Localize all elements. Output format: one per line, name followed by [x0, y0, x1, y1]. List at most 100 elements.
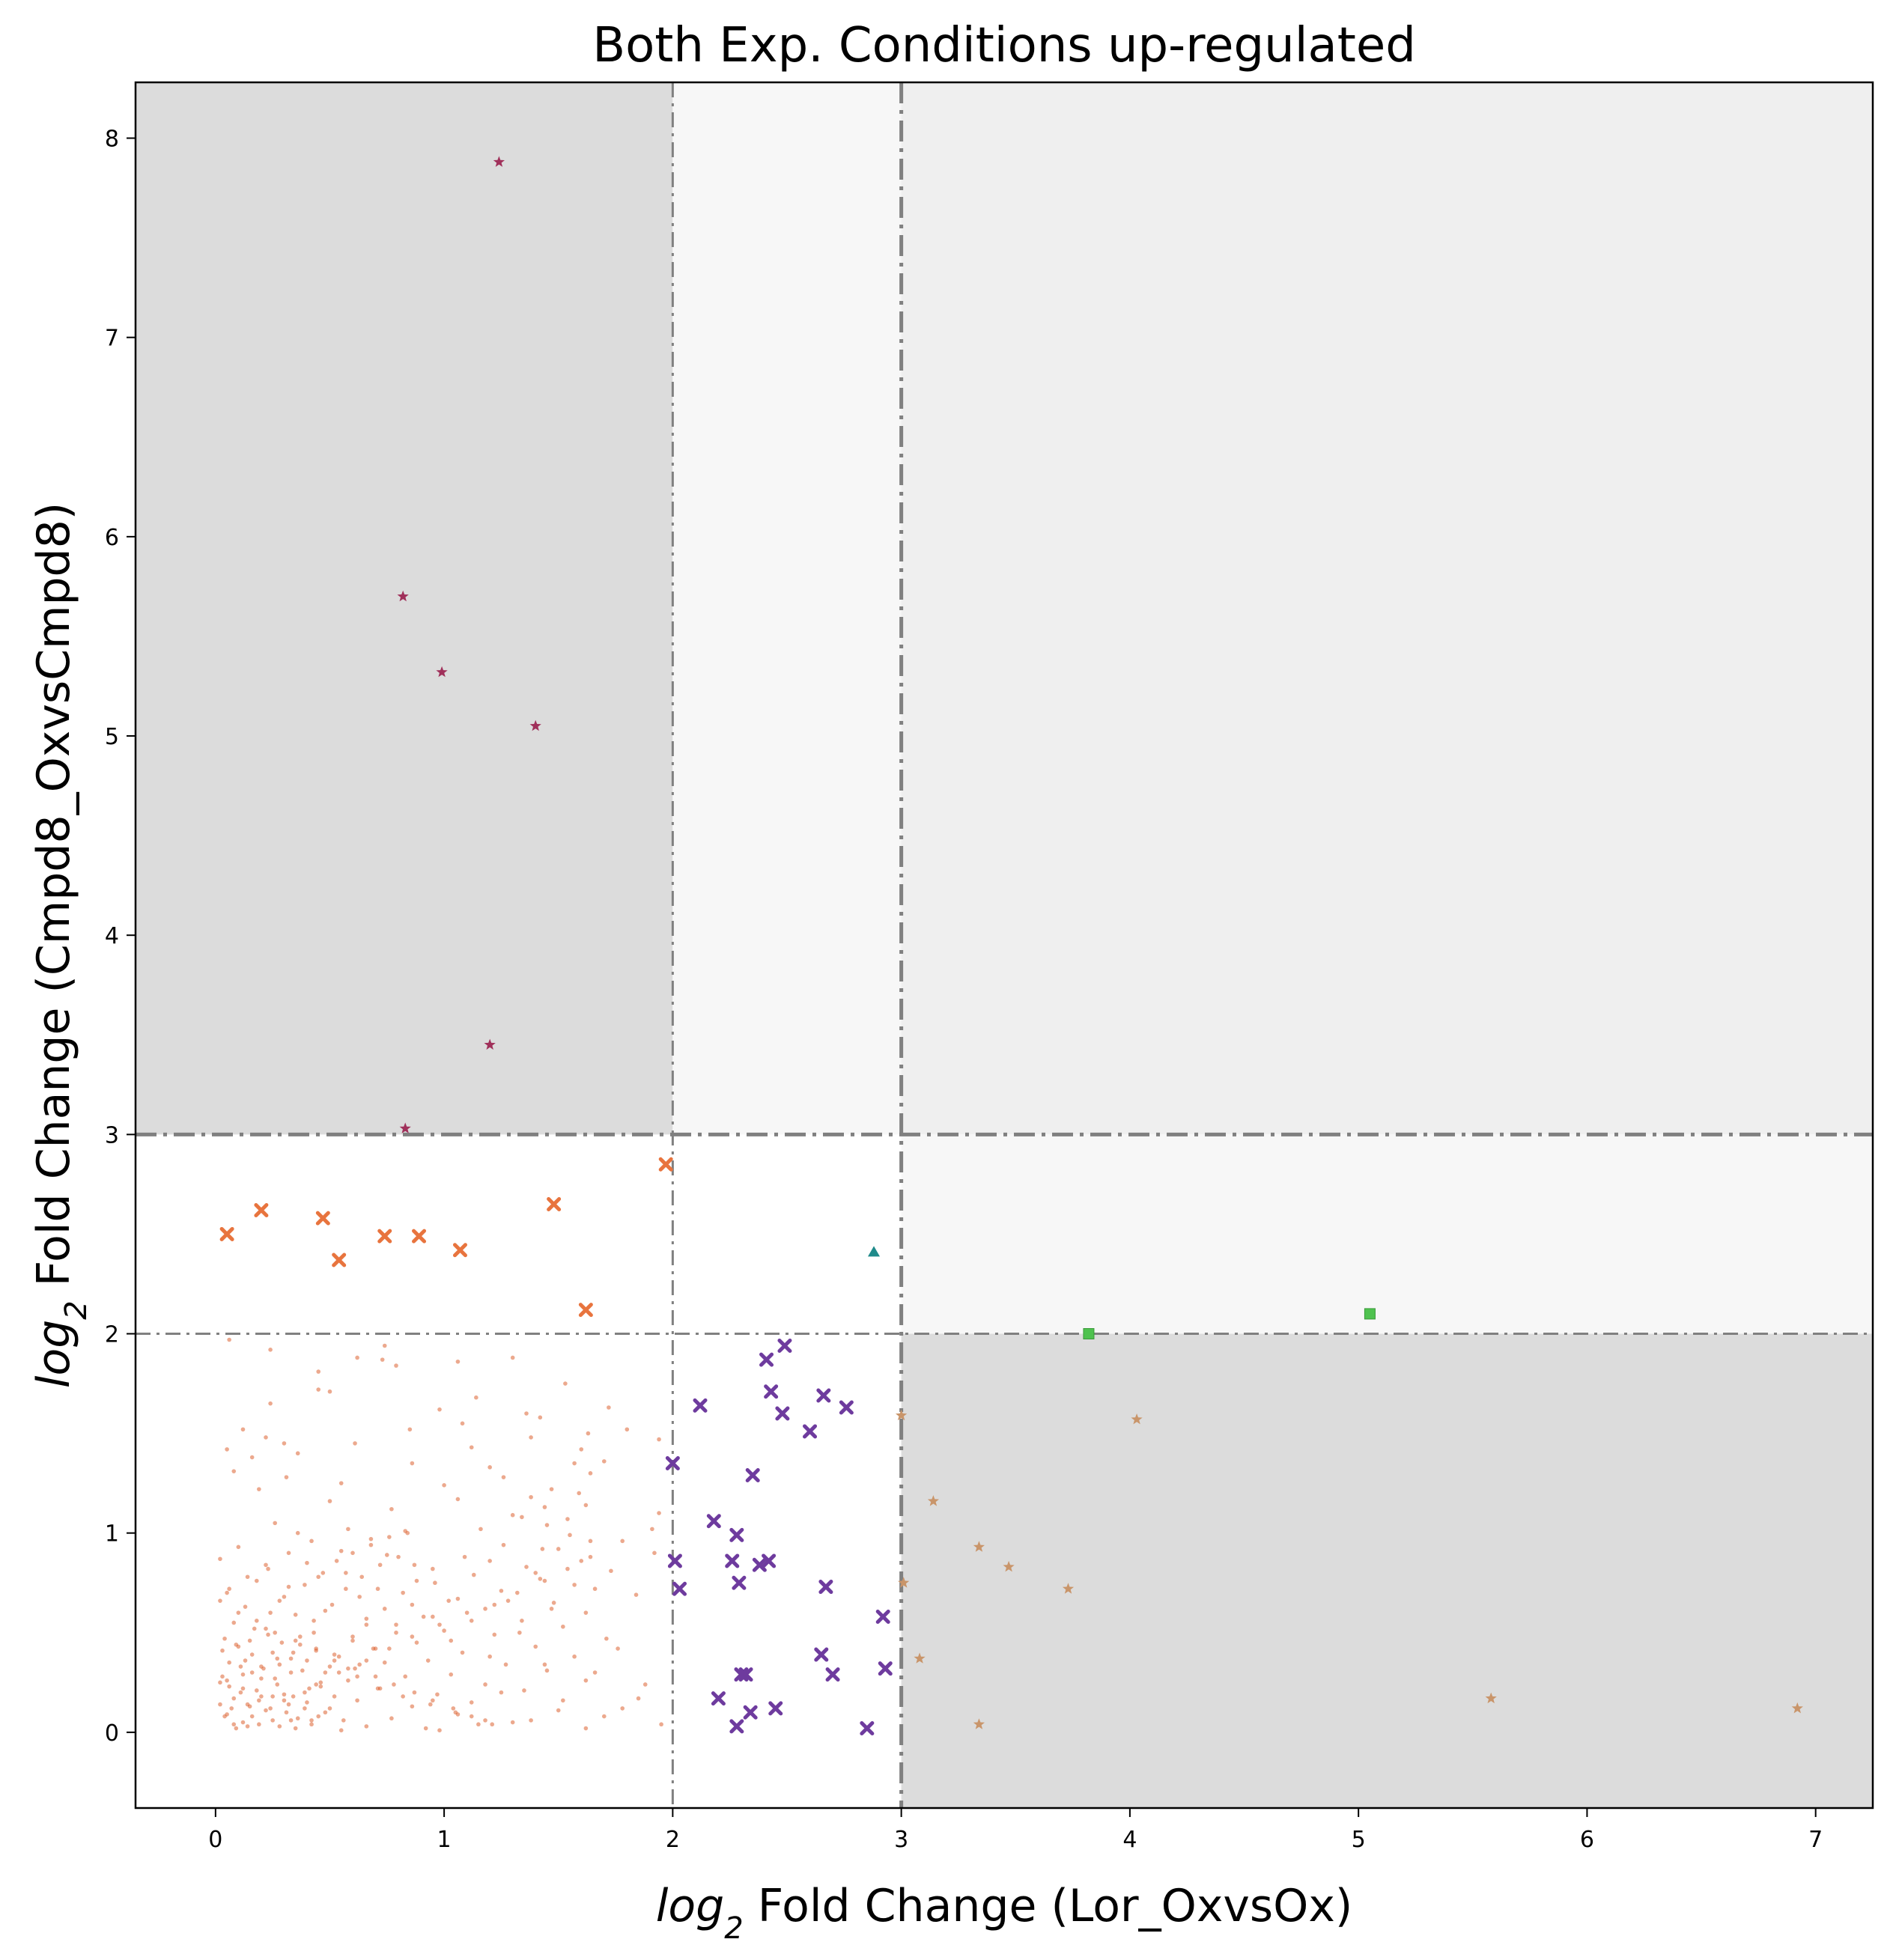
data-point	[350, 1550, 355, 1556]
data-point	[399, 1122, 411, 1133]
x-axis-label-log: log	[656, 1880, 724, 1932]
series-5	[1083, 1308, 1376, 1340]
data-point	[245, 1724, 250, 1729]
data-point	[394, 1622, 398, 1627]
data-point	[387, 1535, 392, 1539]
data-point	[578, 1303, 593, 1318]
data-point	[261, 1666, 266, 1671]
data-point	[657, 1511, 661, 1515]
data-point	[377, 1686, 383, 1691]
data-point	[357, 1595, 362, 1599]
data-point	[268, 1401, 273, 1406]
data-point	[556, 1708, 561, 1713]
data-point	[264, 1435, 268, 1440]
data-point	[286, 1550, 291, 1556]
data-point	[249, 1714, 255, 1719]
data-point	[364, 1622, 369, 1627]
data-point	[487, 1559, 492, 1563]
data-point	[382, 1660, 387, 1665]
data-point	[492, 1632, 497, 1637]
data-point	[483, 1607, 487, 1611]
data-point	[517, 1630, 522, 1635]
data-point	[338, 1548, 344, 1553]
data-point	[625, 1427, 630, 1432]
data-point	[327, 1389, 332, 1394]
data-point	[469, 1714, 474, 1719]
data-point	[392, 1682, 396, 1687]
data-point	[588, 1554, 593, 1559]
data-point	[346, 1666, 350, 1671]
data-point	[227, 1684, 231, 1689]
data-point	[839, 1400, 854, 1415]
data-point	[405, 1530, 410, 1536]
data-point	[394, 1363, 398, 1368]
data-point	[254, 1688, 259, 1693]
data-point	[312, 1619, 316, 1623]
data-point	[410, 1602, 415, 1607]
data-point	[442, 1628, 446, 1633]
data-point	[544, 1523, 550, 1527]
data-point	[431, 1614, 435, 1619]
data-point	[275, 1682, 280, 1687]
data-point	[501, 1542, 506, 1547]
data-point	[350, 1634, 355, 1639]
data-point	[341, 1718, 346, 1723]
data-point	[431, 1566, 435, 1571]
data-point	[314, 1646, 318, 1651]
data-point	[231, 1620, 237, 1625]
data-point	[487, 1654, 492, 1659]
data-point	[234, 1726, 239, 1731]
data-point	[435, 1692, 440, 1697]
data-point	[264, 1708, 268, 1713]
data-point	[238, 1690, 243, 1695]
data-point	[282, 1441, 287, 1446]
data-point	[768, 1701, 783, 1716]
data-point	[218, 1556, 222, 1562]
data-point	[389, 1506, 394, 1512]
y-axis-label: log2 Fold Change (Cmpd8_OxvsCmpd8)	[28, 502, 94, 1388]
data-point	[227, 1337, 231, 1342]
data-point	[436, 666, 448, 678]
data-point	[327, 1499, 332, 1503]
data-point	[592, 1670, 598, 1675]
data-point	[462, 1554, 467, 1559]
data-point	[818, 1580, 833, 1595]
data-point	[288, 1670, 294, 1675]
data-point	[464, 1610, 470, 1615]
data-point	[249, 1652, 255, 1657]
data-point	[247, 1704, 252, 1709]
data-point	[579, 1559, 584, 1563]
data-point	[1131, 1413, 1143, 1425]
data-point	[565, 1566, 570, 1571]
data-point	[234, 1642, 239, 1647]
data-point	[236, 1544, 241, 1550]
data-point	[320, 1571, 326, 1575]
data-point	[282, 1595, 287, 1599]
data-point	[579, 1447, 584, 1452]
data-point	[297, 1634, 303, 1639]
x-tick-label: 6	[1580, 1827, 1594, 1853]
series-0	[218, 1337, 663, 1732]
data-point	[451, 1706, 456, 1711]
data-point	[875, 1609, 890, 1624]
data-point	[759, 1352, 774, 1367]
x-tick-label: 3	[894, 1827, 908, 1853]
data-point	[295, 1530, 300, 1536]
data-point	[453, 1710, 458, 1715]
data-point	[257, 1487, 261, 1491]
data-point	[266, 1566, 270, 1571]
data-point	[380, 1357, 385, 1362]
data-point	[315, 1211, 330, 1226]
data-point	[307, 1686, 312, 1691]
data-point	[288, 1656, 294, 1661]
data-point	[240, 1427, 246, 1432]
data-point	[542, 1505, 547, 1509]
data-point	[636, 1696, 641, 1701]
data-point	[323, 1710, 328, 1715]
x-tick-label: 2	[666, 1827, 680, 1853]
data-point	[344, 1586, 348, 1592]
chart-title: Both Exp. Conditions up-regulated	[592, 18, 1416, 73]
data-point	[382, 1607, 387, 1611]
data-point	[220, 1648, 225, 1653]
data-point	[665, 1456, 680, 1471]
